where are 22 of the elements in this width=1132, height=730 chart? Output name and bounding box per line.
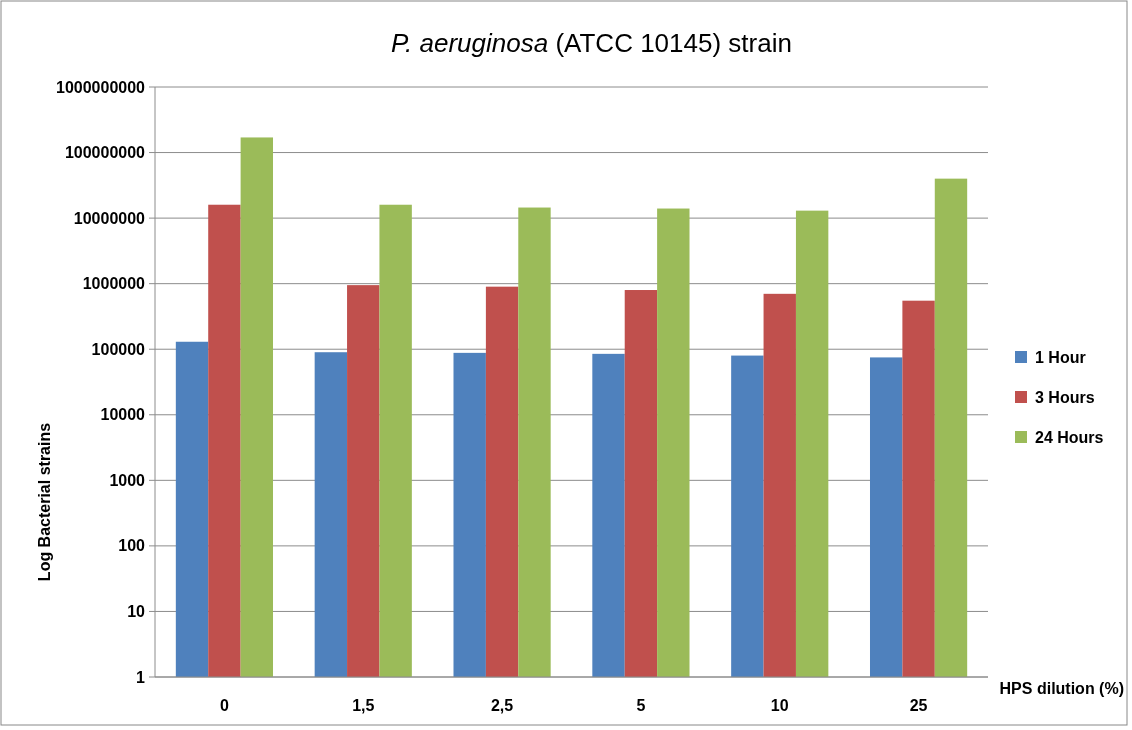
y-tick-label: 1000000000 [56,78,146,96]
y-tick-label: 10 [127,603,146,621]
y-tick-label: 100000 [91,340,146,358]
x-axis-title: HPS dilution (%) [999,680,1124,697]
legend-label: 3 Hours [1035,388,1095,406]
y-tick-label: 1000 [109,471,146,489]
x-tick-label: 0 [219,697,229,714]
y-tick-label: 100 [118,537,146,555]
x-tick-label: 5 [636,697,646,714]
x-tick-label: 25 [909,697,928,714]
legend-label: 24 Hours [1035,428,1104,446]
y-tick-label: 10000000 [73,209,146,227]
y-axis-title: Log Bacterial strains [36,422,53,582]
x-tick-label: 10 [770,697,789,714]
y-tick-label: 1 [136,668,146,686]
legend-label: 1 Hour [1035,348,1086,366]
x-tick-label: 1,5 [352,697,375,714]
y-tick-label: 10000 [100,406,146,424]
y-tick-label: 100000000 [64,144,146,162]
x-tick-label: 2,5 [490,697,514,714]
chart-title: P. aeruginosa (ATCC 10145) strain [391,28,792,58]
y-tick-label: 1000000 [82,275,146,293]
